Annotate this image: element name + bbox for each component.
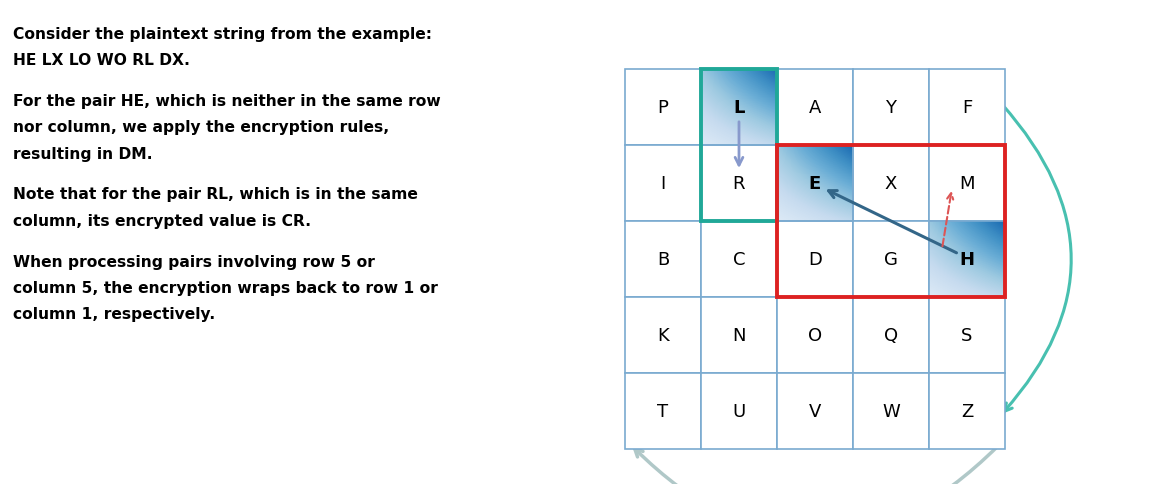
Text: HE LX LO WO RL DX.: HE LX LO WO RL DX. bbox=[13, 53, 190, 68]
Text: X: X bbox=[884, 175, 897, 193]
Bar bbox=[625, 146, 701, 222]
Bar bbox=[701, 222, 777, 297]
Text: nor column, we apply the encryption rules,: nor column, we apply the encryption rule… bbox=[13, 120, 389, 135]
Text: resulting in DM.: resulting in DM. bbox=[13, 147, 153, 162]
Text: Q: Q bbox=[884, 326, 898, 344]
Text: H: H bbox=[960, 251, 975, 269]
Text: D: D bbox=[808, 251, 822, 269]
Text: C: C bbox=[732, 251, 745, 269]
Text: column 1, respectively.: column 1, respectively. bbox=[13, 307, 216, 322]
Text: T: T bbox=[657, 402, 669, 420]
Text: B: B bbox=[657, 251, 669, 269]
Bar bbox=[701, 297, 777, 373]
Bar bbox=[853, 146, 930, 222]
Bar bbox=[777, 146, 853, 222]
Bar bbox=[853, 297, 930, 373]
Bar bbox=[777, 297, 853, 373]
Text: Consider the plaintext string from the example:: Consider the plaintext string from the e… bbox=[13, 27, 432, 42]
Bar bbox=[853, 70, 930, 146]
Text: When processing pairs involving row 5 or: When processing pairs involving row 5 or bbox=[13, 254, 374, 269]
Bar bbox=[930, 297, 1005, 373]
Text: For the pair HE, which is neither in the same row: For the pair HE, which is neither in the… bbox=[13, 94, 440, 109]
Text: P: P bbox=[657, 99, 669, 117]
Text: M: M bbox=[960, 175, 975, 193]
Text: Y: Y bbox=[885, 99, 897, 117]
Text: L: L bbox=[734, 99, 745, 117]
Bar bbox=[701, 70, 777, 146]
Bar bbox=[625, 373, 701, 449]
Bar bbox=[777, 146, 1005, 297]
Text: N: N bbox=[732, 326, 745, 344]
Text: Z: Z bbox=[961, 402, 974, 420]
Bar bbox=[930, 222, 1005, 297]
Bar bbox=[930, 373, 1005, 449]
Bar bbox=[701, 70, 777, 222]
Bar bbox=[625, 297, 701, 373]
Text: G: G bbox=[884, 251, 898, 269]
Bar bbox=[853, 222, 930, 297]
Bar bbox=[701, 373, 777, 449]
Bar bbox=[930, 146, 1005, 222]
Bar bbox=[625, 222, 701, 297]
Bar bbox=[625, 70, 701, 146]
Text: S: S bbox=[961, 326, 972, 344]
Text: U: U bbox=[732, 402, 745, 420]
Text: column 5, the encryption wraps back to row 1 or: column 5, the encryption wraps back to r… bbox=[13, 280, 438, 295]
Bar bbox=[853, 373, 930, 449]
Bar bbox=[777, 222, 853, 297]
Text: R: R bbox=[732, 175, 745, 193]
Text: V: V bbox=[809, 402, 822, 420]
Text: K: K bbox=[657, 326, 669, 344]
Bar bbox=[701, 146, 777, 222]
FancyArrowPatch shape bbox=[1001, 105, 1071, 411]
Text: A: A bbox=[809, 99, 822, 117]
Text: Note that for the pair RL, which is in the same: Note that for the pair RL, which is in t… bbox=[13, 187, 418, 202]
Bar bbox=[777, 70, 853, 146]
Text: W: W bbox=[882, 402, 899, 420]
Text: E: E bbox=[809, 175, 821, 193]
Bar bbox=[777, 373, 853, 449]
Text: column, its encrypted value is CR.: column, its encrypted value is CR. bbox=[13, 213, 311, 228]
FancyArrowPatch shape bbox=[635, 446, 998, 484]
Text: I: I bbox=[661, 175, 665, 193]
Text: F: F bbox=[962, 99, 972, 117]
Bar bbox=[930, 70, 1005, 146]
Text: O: O bbox=[808, 326, 822, 344]
